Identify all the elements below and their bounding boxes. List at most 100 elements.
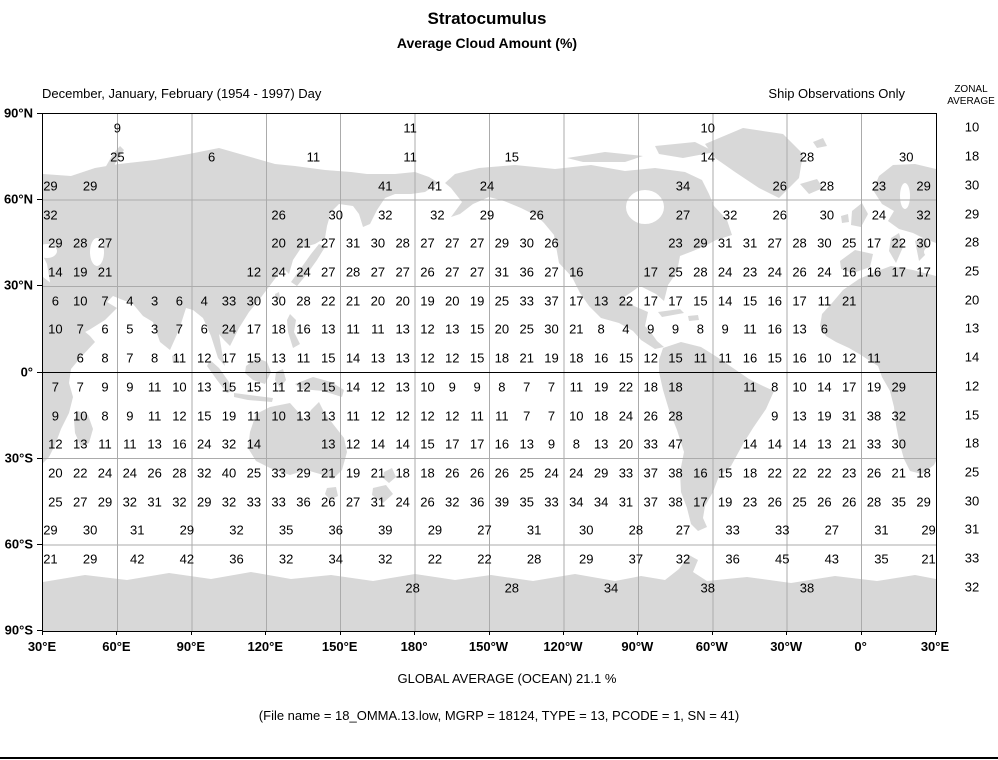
cloud-amount-value: 19	[593, 379, 609, 395]
cloud-amount-value: 32	[430, 207, 445, 223]
cloud-amount-value: 29	[43, 522, 58, 538]
cloud-amount-value: 12	[420, 408, 435, 424]
cloud-amount-value: 25	[668, 264, 683, 280]
cloud-amount-value: 32	[43, 207, 58, 223]
cloud-amount-value: 12	[395, 408, 410, 424]
zonal-average-value: 28	[964, 234, 980, 250]
cloud-amount-value: 29	[427, 522, 443, 538]
cloud-amount-value: 24	[395, 494, 410, 510]
plot-title: Stratocumulus	[427, 9, 547, 28]
window-bottom-edge	[0, 757, 998, 759]
cloud-amount-value: 17	[891, 264, 907, 280]
cloud-amount-value: 9	[101, 379, 109, 395]
cloud-amount-value: 8	[101, 408, 109, 424]
cloud-amount-value: 11	[123, 436, 137, 452]
latitude-tick	[37, 371, 42, 373]
cloud-amount-value: 22	[891, 235, 907, 251]
cloud-amount-value: 21	[569, 321, 584, 337]
cloud-amount-value: 25	[48, 494, 63, 510]
cloud-amount-value: 23	[742, 494, 758, 510]
cloud-amount-value: 7	[126, 350, 134, 366]
cloud-amount-value: 18	[395, 465, 410, 481]
zonal-header-line1: ZONAL	[954, 84, 988, 95]
cloud-amount-value: 8	[101, 350, 109, 366]
cloud-amount-value: 27	[370, 264, 386, 280]
cloud-amount-value: 15	[246, 350, 262, 366]
cloud-amount-value: 11	[403, 149, 417, 165]
cloud-amount-value: 27	[675, 522, 691, 538]
cloud-amount-value: 29	[43, 178, 58, 194]
cloud-amount-value: 33	[725, 522, 740, 538]
latitude-axis-label: 60°S	[4, 536, 33, 552]
cloud-amount-value: 9	[51, 408, 60, 424]
cloud-amount-value: 25	[792, 494, 807, 510]
zonal-average-value: 29	[964, 206, 980, 222]
cloud-amount-value: 42	[130, 551, 145, 567]
longitude-tick	[786, 631, 788, 635]
cloud-amount-value: 29	[479, 207, 495, 223]
cloud-amount-value: 25	[519, 465, 534, 481]
latitude-tick	[37, 457, 42, 459]
cloud-amount-value: 29	[693, 235, 708, 251]
cloud-amount-value: 24	[817, 264, 832, 280]
cloud-amount-value: 11	[147, 379, 162, 395]
cloud-amount-value: 24	[544, 465, 559, 481]
longitude-tick	[265, 631, 267, 635]
global-average-label: GLOBAL AVERAGE (OCEAN) 21.1 %	[397, 671, 617, 686]
cloud-amount-value: 42	[179, 551, 195, 567]
cloud-amount-value: 26	[469, 465, 485, 481]
longitude-tick	[860, 631, 862, 635]
cloud-amount-value: 32	[278, 551, 294, 567]
zonal-header-line2: AVERAGE	[947, 96, 995, 107]
cloud-amount-value: 19	[544, 350, 559, 366]
cloud-amount-value: 39	[494, 494, 510, 510]
cloud-amount-value: 17	[792, 293, 807, 309]
cloud-amount-value: 21	[841, 436, 857, 452]
cloud-amount-value: 11	[867, 350, 881, 366]
plot-subtitle: Average Cloud Amount (%)	[396, 35, 578, 51]
cloud-amount-value: 15	[469, 321, 485, 337]
latitude-axis-label: 90°N	[3, 105, 33, 121]
cloud-amount-value: 27	[321, 235, 336, 251]
cloud-amount-value: 30	[544, 321, 559, 337]
cloud-amount-value: 24	[296, 264, 311, 280]
cloud-amount-value: 29	[179, 522, 195, 538]
cloud-amount-value: 33	[246, 494, 262, 510]
cloud-amount-value: 12	[172, 408, 187, 424]
cloud-amount-value: 11	[495, 408, 509, 424]
cloud-amount-value: 39	[378, 522, 393, 538]
cloud-amount-value: 32	[221, 436, 237, 452]
cloud-amount-value: 12	[370, 379, 386, 395]
cloud-amount-value: 15	[693, 293, 708, 309]
cloud-amount-value: 13	[792, 408, 807, 424]
cloud-amount-value: 12	[370, 408, 386, 424]
cloud-amount-values: 9 11 10 25 6 11 11 15 14 28 30 29 29 41 41 24 34 26 28 23 29…	[43, 114, 936, 631]
cloud-amount-value: 11	[403, 120, 417, 136]
cloud-amount-value: 26	[529, 207, 544, 223]
cloud-amount-value: 11	[306, 149, 321, 165]
cloud-amount-value: 15	[197, 408, 212, 424]
cloud-amount-value: 13	[321, 436, 336, 452]
cloud-amount-value: 14	[700, 149, 716, 165]
cloud-amount-value: 26	[767, 494, 782, 510]
cloud-amount-value: 21	[519, 350, 534, 366]
cloud-amount-value: 16	[841, 264, 857, 280]
zonal-average-value: 18	[964, 435, 980, 451]
cloud-amount-value: 22	[792, 465, 807, 481]
cloud-amount-value: 15	[717, 465, 733, 481]
longitude-axis-label: 150°E	[321, 639, 358, 654]
cloud-amount-value: 19	[469, 293, 485, 309]
cloud-amount-value: 7	[547, 379, 556, 395]
cloud-amount-value: 26	[866, 465, 882, 481]
longitude-tick	[711, 631, 713, 635]
cloud-amount-value: 30	[328, 207, 343, 223]
zonal-average-value: 25	[964, 464, 980, 480]
cloud-amount-value: 11	[817, 293, 832, 309]
cloud-amount-value: 38	[668, 494, 683, 510]
cloud-amount-value: 15	[321, 350, 336, 366]
cloud-amount-value: 43	[824, 551, 840, 567]
cloud-amount-value: 16	[172, 436, 187, 452]
cloud-amount-value: 28	[693, 264, 708, 280]
cloud-amount-value: 22	[321, 293, 336, 309]
cloud-amount-value: 29	[197, 494, 212, 510]
